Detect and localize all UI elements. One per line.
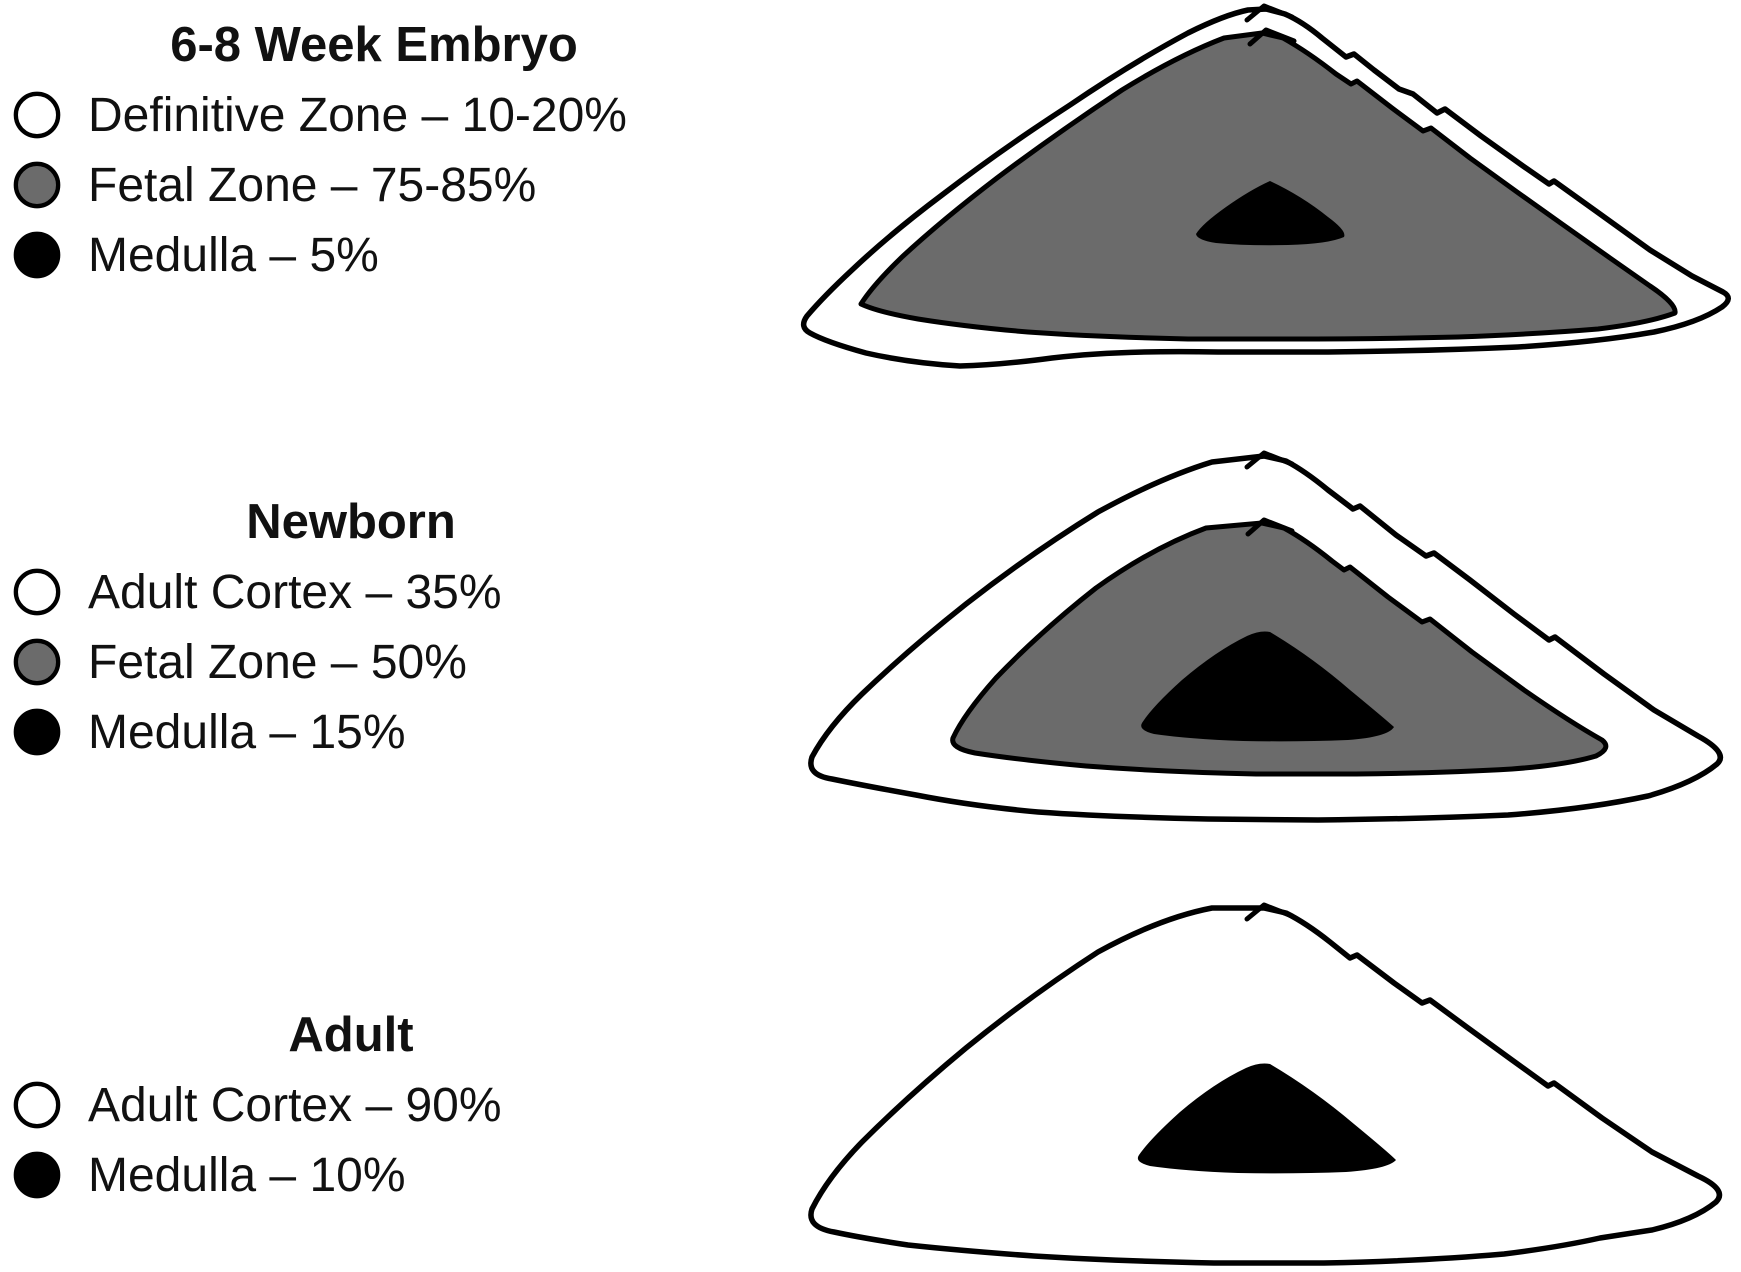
section-title-newborn: Newborn (246, 495, 456, 549)
swatch-circle (13, 231, 61, 279)
section-title-embryo: 6-8 Week Embryo (170, 18, 578, 72)
newborn-medulla (1141, 631, 1394, 742)
swatch-circle (13, 708, 61, 756)
section-embryo-legend: 6-8 Week Embryo Definitive Zone – 10-20%… (6, 10, 696, 290)
adult-cortex-swatch-icon (13, 568, 61, 616)
legend-label: Medulla – 15% (88, 705, 406, 759)
swatch-circle (13, 91, 61, 139)
gland-embryo (800, 3, 1731, 369)
section-newborn-legend: Newborn Adult Cortex – 35% Fetal Zone – … (6, 487, 696, 767)
embryo-fetal-apex-pen-stroke (1247, 27, 1297, 47)
medulla-swatch-icon (13, 231, 61, 279)
embryo-outer-apex-pen-stroke (1244, 3, 1295, 23)
swatch-circle (13, 638, 61, 686)
swatch-circle (13, 1081, 61, 1129)
fetal-zone-swatch-icon (13, 161, 61, 209)
legend-item-medulla: Medulla – 10% (6, 1140, 696, 1210)
legend-label: Medulla – 5% (88, 228, 379, 282)
swatch-circle (13, 161, 61, 209)
medulla-swatch-icon (13, 1151, 61, 1199)
adult-cortex-swatch-icon (13, 1081, 61, 1129)
legend-item-medulla: Medulla – 5% (6, 220, 696, 290)
section-adult-legend: Adult Adult Cortex – 90% Medulla – 10% (6, 1000, 696, 1210)
legend-item-adult-cortex: Adult Cortex – 35% (6, 557, 696, 627)
definitive-zone-swatch-icon (13, 91, 61, 139)
legend-label: Definitive Zone – 10-20% (88, 88, 627, 142)
swatch-circle (13, 1151, 61, 1199)
gland-newborn (808, 450, 1724, 823)
medulla-swatch-icon (13, 708, 61, 756)
swatch-circle (13, 568, 61, 616)
legend-item-fetal-zone: Fetal Zone – 50% (6, 627, 696, 697)
legend-item-fetal-zone: Fetal Zone – 75-85% (6, 150, 696, 220)
legend-label: Adult Cortex – 35% (88, 565, 502, 619)
legend-item-adult-cortex: Adult Cortex – 90% (6, 1070, 696, 1140)
legend-item-medulla: Medulla – 15% (6, 697, 696, 767)
legend-label: Adult Cortex – 90% (88, 1078, 502, 1132)
newborn-fetal-apex-pen-stroke (1245, 517, 1295, 537)
adult-outer-apex-pen-stroke (1244, 902, 1295, 922)
newborn-outer-apex-pen-stroke (1244, 450, 1295, 470)
fetal-zone-swatch-icon (13, 638, 61, 686)
section-title-adult: Adult (288, 1008, 414, 1062)
adult-medulla (1137, 1063, 1396, 1174)
legend-item-definitive-zone: Definitive Zone – 10-20% (6, 80, 696, 150)
embryo-medulla (1196, 181, 1345, 246)
legend-label: Fetal Zone – 75-85% (88, 158, 537, 212)
gland-adult (808, 902, 1723, 1266)
legend-label: Medulla – 10% (88, 1148, 406, 1202)
legend-label: Fetal Zone – 50% (88, 635, 467, 689)
